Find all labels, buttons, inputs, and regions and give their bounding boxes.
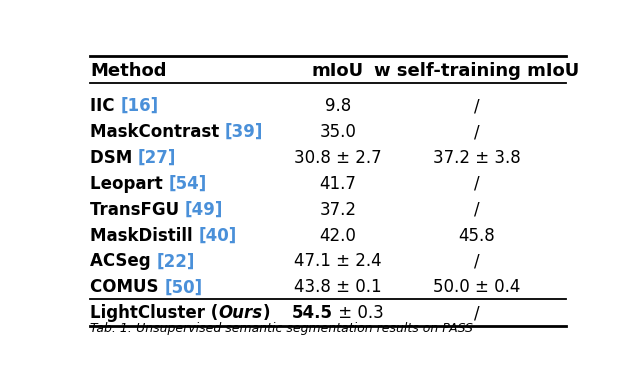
Text: IIC: IIC xyxy=(90,97,120,115)
Text: [54]: [54] xyxy=(168,175,207,193)
Text: 50.0 ± 0.4: 50.0 ± 0.4 xyxy=(433,278,520,296)
Text: 54.5: 54.5 xyxy=(292,304,333,322)
Text: 37.2: 37.2 xyxy=(319,201,356,219)
Text: [27]: [27] xyxy=(138,149,176,167)
Text: [39]: [39] xyxy=(225,123,263,141)
Text: 43.8 ± 0.1: 43.8 ± 0.1 xyxy=(294,278,381,296)
Text: Method: Method xyxy=(90,62,166,80)
Text: Leopart: Leopart xyxy=(90,175,168,193)
Text: MaskDistill: MaskDistill xyxy=(90,227,198,244)
Text: [40]: [40] xyxy=(198,227,237,244)
Text: /: / xyxy=(474,97,479,115)
Text: LightCluster (: LightCluster ( xyxy=(90,304,218,322)
Text: mIoU: mIoU xyxy=(312,62,364,80)
Text: ): ) xyxy=(262,304,270,322)
Text: MaskContrast: MaskContrast xyxy=(90,123,225,141)
Text: [50]: [50] xyxy=(164,278,202,296)
Text: DSM: DSM xyxy=(90,149,138,167)
Text: Tab. 1: Unsupervised semantic segmentation results on PASS: Tab. 1: Unsupervised semantic segmentati… xyxy=(90,322,473,335)
Text: 47.1 ± 2.4: 47.1 ± 2.4 xyxy=(294,253,381,270)
Text: /: / xyxy=(474,253,479,270)
Text: [22]: [22] xyxy=(156,253,195,270)
Text: 41.7: 41.7 xyxy=(319,175,356,193)
Text: 37.2 ± 3.8: 37.2 ± 3.8 xyxy=(433,149,521,167)
Text: 9.8: 9.8 xyxy=(324,97,351,115)
Text: /: / xyxy=(474,123,479,141)
Text: 30.8 ± 2.7: 30.8 ± 2.7 xyxy=(294,149,381,167)
Text: /: / xyxy=(474,201,479,219)
Text: [49]: [49] xyxy=(185,201,223,219)
Text: Ours: Ours xyxy=(218,304,262,322)
Text: TransFGU: TransFGU xyxy=(90,201,185,219)
Text: /: / xyxy=(474,175,479,193)
Text: w self-training mIoU: w self-training mIoU xyxy=(374,62,579,80)
Text: /: / xyxy=(474,304,479,322)
Text: COMUS: COMUS xyxy=(90,278,164,296)
Text: 35.0: 35.0 xyxy=(319,123,356,141)
Text: ACSeg: ACSeg xyxy=(90,253,156,270)
Text: ± 0.3: ± 0.3 xyxy=(333,304,384,322)
Text: 45.8: 45.8 xyxy=(458,227,495,244)
Text: 42.0: 42.0 xyxy=(319,227,356,244)
Text: [16]: [16] xyxy=(120,97,158,115)
